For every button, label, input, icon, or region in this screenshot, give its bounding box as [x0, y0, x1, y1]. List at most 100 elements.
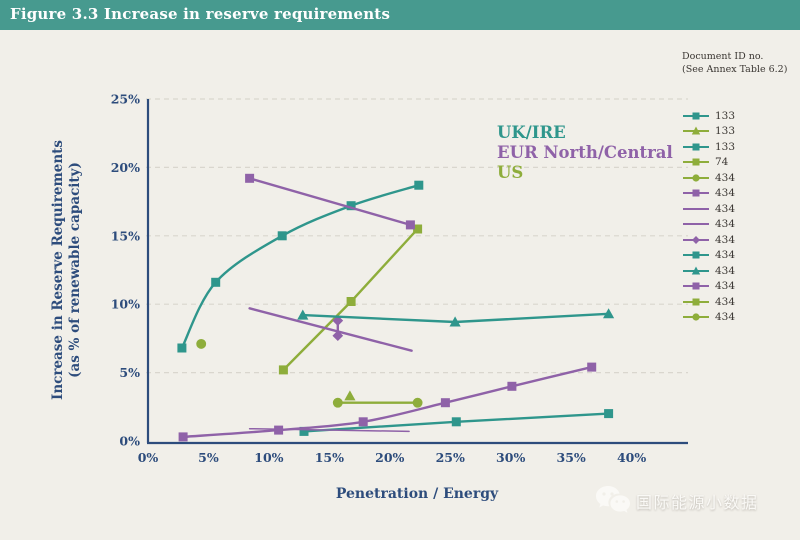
- legend-marker-icon: [683, 189, 709, 197]
- legend-item: 133: [682, 124, 787, 140]
- series-74-marker: [346, 297, 356, 306]
- series-133-marker: [346, 201, 356, 211]
- legend-item: 434: [682, 217, 787, 233]
- legend-marker-icon: [683, 235, 709, 244]
- x-tick-label: 10%: [254, 450, 283, 465]
- series-434-marker: [196, 338, 207, 349]
- legend-item-label: 434: [715, 249, 736, 261]
- series-434-marker: [332, 397, 343, 408]
- legend-item-label: 434: [715, 187, 736, 199]
- legend-item-label: 434: [715, 202, 736, 215]
- series-133-marker: [177, 343, 187, 353]
- x-tick-label: 5%: [198, 450, 219, 465]
- y-tick-label: 10%: [111, 297, 140, 312]
- series-434-line: [181, 365, 593, 439]
- series-434-marker: [440, 398, 450, 408]
- series-133-marker: [277, 231, 287, 241]
- legend-item: 434: [682, 232, 787, 248]
- y-tick-label: 20%: [111, 160, 140, 175]
- legend-marker-icon: [683, 266, 709, 275]
- series-434-marker: [405, 220, 415, 230]
- legend-item-label: 74: [715, 156, 729, 168]
- region-label: UK/IRE: [497, 123, 566, 142]
- region-label: US: [497, 163, 523, 182]
- legend: Document ID no. (See Annex Table 6.2) 13…: [682, 50, 787, 325]
- y-axis-title-line2: (as % of renewable capacity): [67, 162, 83, 378]
- watermark: 国际能源小数据: [594, 482, 759, 520]
- legend-item-label: 434: [715, 264, 736, 277]
- legend-item: 434: [682, 170, 787, 186]
- legend-marker-icon: [683, 298, 709, 306]
- legend-item: 133: [682, 108, 787, 124]
- legend-item-label: 133: [715, 109, 736, 122]
- legend-item: 133: [682, 139, 787, 155]
- legend-marker-icon: [683, 251, 709, 259]
- legend-marker-icon: [683, 158, 709, 166]
- legend-marker-icon: [683, 112, 709, 120]
- x-tick-label: 30%: [496, 450, 525, 465]
- y-axis-title-line1: Increase in Reserve Requirements: [50, 140, 66, 400]
- legend-item-label: 133: [715, 140, 736, 153]
- legend-item-label: 434: [715, 295, 736, 308]
- x-tick-label: 0%: [138, 450, 159, 465]
- legend-marker-icon: [683, 223, 709, 226]
- x-tick-label: 20%: [375, 450, 404, 465]
- legend-item: 434: [682, 279, 787, 295]
- series-133-marker: [211, 277, 221, 287]
- legend-item-label: 434: [715, 171, 736, 184]
- watermark-text: 国际能源小数据: [636, 493, 759, 512]
- series-434-line: [248, 307, 413, 352]
- series-434-marker: [603, 308, 615, 319]
- legend-item-label: 434: [715, 280, 736, 292]
- series-74-marker: [413, 224, 423, 234]
- legend-item-label: 133: [715, 125, 736, 137]
- legend-items: 133 133 133 74 434 434 434 434 434 434 434 434 434 43…: [682, 108, 787, 325]
- x-tick-label: 15%: [315, 450, 344, 465]
- legend-marker-icon: [683, 313, 709, 321]
- x-tick-label: 35%: [557, 450, 586, 465]
- wechat-icon: [596, 486, 630, 513]
- series-434-marker: [332, 330, 344, 342]
- legend-item-label: 434: [715, 311, 736, 323]
- legend-title-line2: (See Annex Table 6.2): [682, 64, 788, 75]
- series-434-marker: [507, 381, 517, 391]
- legend-item-label: 434: [715, 218, 736, 230]
- series-133-marker: [451, 417, 461, 427]
- legend-item: 434: [682, 186, 787, 202]
- legend-item: 434: [682, 248, 787, 264]
- y-tick-label: 15%: [111, 228, 140, 243]
- y-tick-label: 0%: [119, 434, 140, 449]
- series-434-marker: [449, 316, 461, 327]
- legend-item: 434: [682, 294, 787, 310]
- series-133-marker: [414, 180, 424, 190]
- series-434-marker: [178, 432, 188, 442]
- series-133-marker: [299, 426, 309, 436]
- series-434-line: [248, 177, 412, 227]
- region-label: EUR North/Central: [497, 143, 673, 162]
- legend-item: 74: [682, 155, 787, 171]
- series-434-marker: [587, 362, 597, 372]
- legend-item: 434: [682, 310, 787, 326]
- x-tick-label: 25%: [436, 450, 465, 465]
- y-tick-label: 5%: [119, 365, 140, 380]
- legend-item: 434: [682, 201, 787, 217]
- series-133-marker: [604, 409, 614, 419]
- series-434-marker: [245, 173, 255, 183]
- legend-item: 434: [682, 263, 787, 279]
- legend-title: Document ID no. (See Annex Table 6.2): [682, 50, 787, 76]
- x-tick-label: 40%: [617, 450, 646, 465]
- series-74-marker: [278, 365, 288, 375]
- legend-marker-icon: [683, 207, 709, 210]
- figure-title-bar: Figure 3.3 Increase in reserve requireme…: [0, 0, 800, 30]
- legend-marker-icon: [683, 143, 709, 151]
- x-axis-title: Penetration / Energy: [336, 486, 499, 502]
- legend-title-line1: Document ID no.: [682, 51, 764, 62]
- series-434-marker: [412, 397, 423, 408]
- figure-title: Figure 3.3 Increase in reserve requireme…: [10, 5, 391, 23]
- series-133-marker: [344, 390, 356, 401]
- legend-marker-icon: [683, 126, 709, 135]
- y-tick-label: 25%: [111, 92, 140, 107]
- series-434-marker: [358, 417, 368, 427]
